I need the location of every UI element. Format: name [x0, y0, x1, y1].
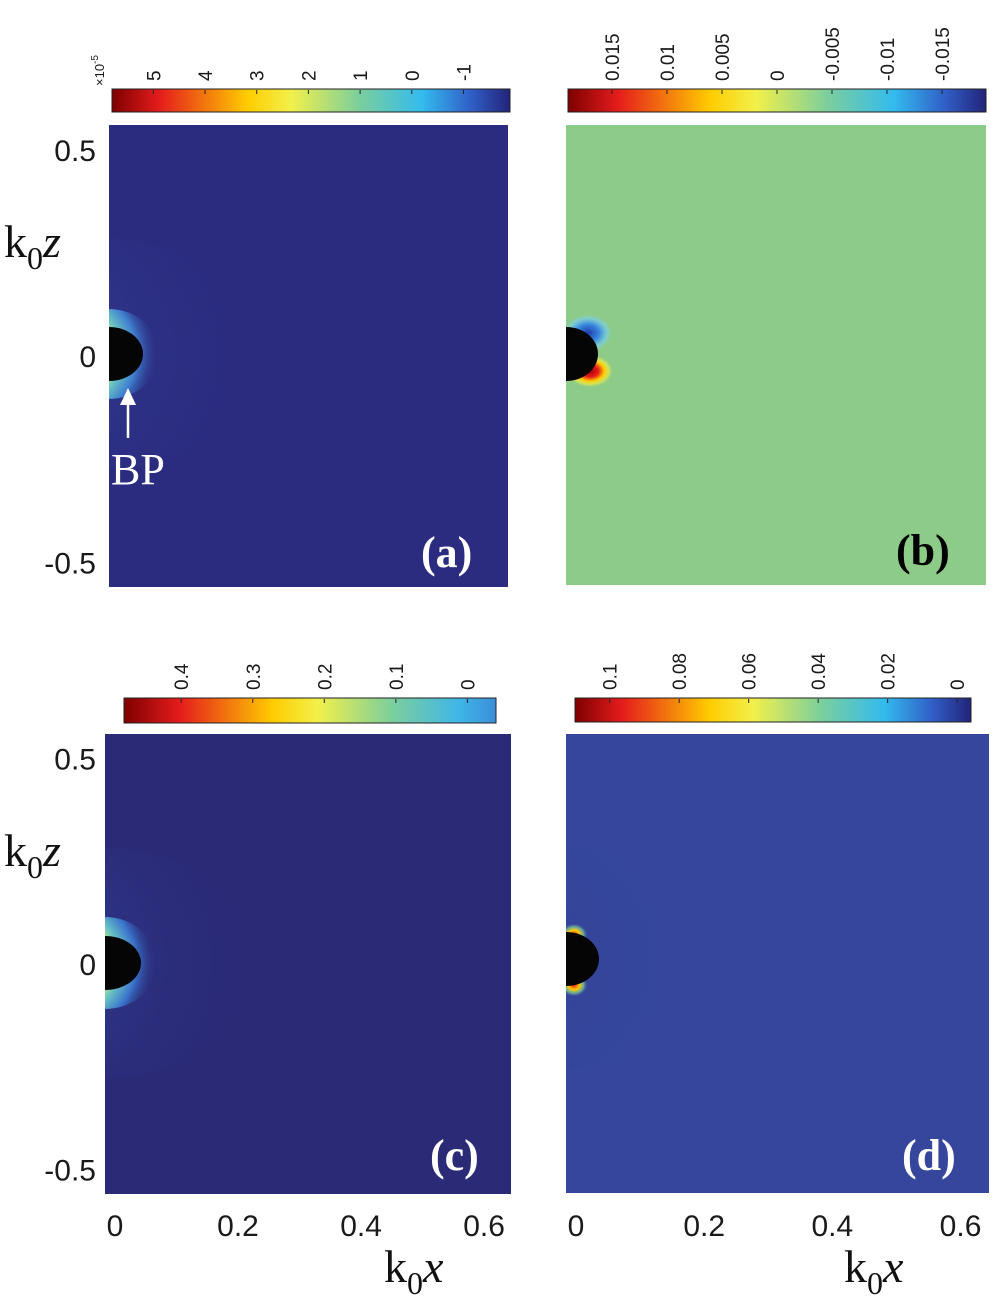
particle-c: [105, 936, 141, 990]
panel-a-label: (a): [421, 528, 472, 577]
colorbar-tick-label: 0: [948, 679, 969, 690]
particle-b: [566, 327, 598, 381]
heatmap-c-halo: [105, 848, 255, 1078]
heatmap-b: [566, 125, 986, 585]
heatmap-d: [566, 734, 989, 1193]
colorbar-c: 0.4 0.3 0.2 0.1 0: [123, 663, 497, 724]
panel-b-label: (b): [896, 526, 950, 575]
panel-c-label: (c): [430, 1131, 479, 1180]
y-tick-label: -0.5: [44, 1154, 96, 1187]
colorbar-b-bar: [567, 88, 987, 113]
colorbar-tick-label: 0: [403, 70, 424, 81]
colorbar-tick-label: 3: [248, 70, 269, 81]
x-axis-label-c: k0x: [384, 1241, 444, 1301]
panel-b: 0.015 0.01 0.005 0 -0.005 -0.01 -0.015 (b): [566, 27, 987, 585]
y-tick-label: -0.5: [44, 547, 96, 580]
colorbar-tick-label: 0.4: [172, 663, 193, 690]
colorbar-tick-label: 0: [458, 679, 479, 690]
colorbar-tick-label: 4: [196, 70, 217, 81]
colorbar-tick-label: -0.01: [878, 38, 899, 81]
colorbar-a-multiplier: ×10-5: [90, 55, 107, 86]
bp-arrow-head: [120, 388, 136, 405]
colorbar-tick-label: 0.1: [601, 664, 622, 690]
heatmap-a-halo: [109, 239, 259, 469]
x-tick-label: 0.2: [217, 1210, 259, 1243]
panel-c: 0.4 0.3 0.2 0.1 0 (c) 0.5 0 -0.5 0 0.2 0.4 0.6 k0…: [4, 663, 511, 1301]
heatmap-c: [105, 734, 511, 1194]
x-ticks-c: 0 0.2 0.4 0.6: [107, 1210, 505, 1243]
colorbar-a: 5 4 3 2 1 0 -1 ×10-5: [90, 55, 511, 113]
colorbar-tick-label: -0.005: [823, 27, 844, 81]
heatmap-b-background: [566, 125, 986, 585]
colorbar-tick-label: 1: [351, 70, 372, 81]
panel-d: 0.1 0.08 0.06 0.04 0.02 0 (d) 0 0.2 0.4 0.6 k0x: [566, 653, 989, 1301]
colorbar-tick-label: -0.015: [933, 27, 954, 81]
y-ticks-c: 0.5 0 -0.5: [44, 744, 96, 1188]
particle-d: [566, 932, 599, 986]
colorbar-d-ticks: 0.1 0.08 0.06 0.04 0.02 0: [601, 653, 969, 703]
colorbar-tick-label: -1: [454, 64, 475, 81]
colorbar-a-bar: [111, 88, 511, 113]
colorbar-d-bar: [574, 697, 972, 723]
colorbar-tick-label: 0.01: [658, 44, 679, 81]
x-tick-label: 0.6: [463, 1210, 505, 1243]
bp-label: BP: [111, 445, 165, 494]
colorbar-c-ticks: 0.4 0.3 0.2 0.1 0: [172, 663, 479, 703]
x-tick-label: 0: [107, 1210, 124, 1243]
y-tick-label: 0: [79, 949, 96, 982]
y-tick-label: 0: [79, 341, 96, 374]
colorbar-tick-label: 0.3: [244, 664, 265, 690]
y-axis-label-c: k0z: [4, 825, 61, 885]
colorbar-tick-label: 0: [768, 70, 789, 81]
colorbar-tick-label: 0.06: [740, 653, 761, 690]
colorbar-b-ticks: 0.015 0.01 0.005 0 -0.005 -0.01 -0.015: [603, 27, 954, 94]
heatmap-d-halo: [566, 849, 726, 1069]
colorbar-tick-label: 0.005: [713, 33, 734, 81]
x-axis-label-d: k0x: [844, 1241, 904, 1301]
colorbar-tick-label: 0.08: [670, 653, 691, 690]
annotation-bp: BP: [111, 388, 165, 494]
heatmap-a: [109, 125, 508, 587]
x-tick-label: 0: [568, 1210, 585, 1243]
y-ticks-a: 0.5 0 -0.5: [44, 135, 96, 581]
colorbar-tick-label: 0.015: [603, 33, 624, 81]
colorbar-tick-label: 0.04: [809, 653, 830, 690]
colorbar-b: 0.015 0.01 0.005 0 -0.005 -0.01 -0.015: [567, 27, 987, 113]
y-tick-label: 0.5: [54, 135, 96, 168]
x-tick-label: 0.4: [812, 1210, 854, 1243]
panel-d-label: (d): [902, 1131, 956, 1180]
x-ticks-d: 0 0.2 0.4 0.6: [568, 1210, 982, 1243]
x-tick-label: 0.4: [340, 1210, 382, 1243]
particle-a: [109, 327, 143, 381]
y-tick-label: 0.5: [54, 744, 96, 777]
colorbar-tick-label: 0.02: [879, 653, 900, 690]
colorbar-a-ticks: 5 4 3 2 1 0 -1: [144, 64, 475, 94]
colorbar-tick-label: 2: [299, 70, 320, 81]
x-tick-label: 0.6: [940, 1210, 982, 1243]
y-axis-label-a: k0z: [4, 216, 61, 276]
colorbar-tick-label: 5: [144, 70, 165, 81]
colorbar-d: 0.1 0.08 0.06 0.04 0.02 0: [574, 653, 972, 723]
colorbar-c-bar: [123, 697, 497, 724]
colorbar-tick-label: 0.2: [315, 664, 336, 690]
panel-a: 5 4 3 2 1 0 -1 ×10-5 BP (a) 0.5 0 -0.5 k0z: [4, 55, 511, 587]
colorbar-tick-label: 0.1: [387, 664, 408, 690]
x-tick-label: 0.2: [683, 1210, 725, 1243]
